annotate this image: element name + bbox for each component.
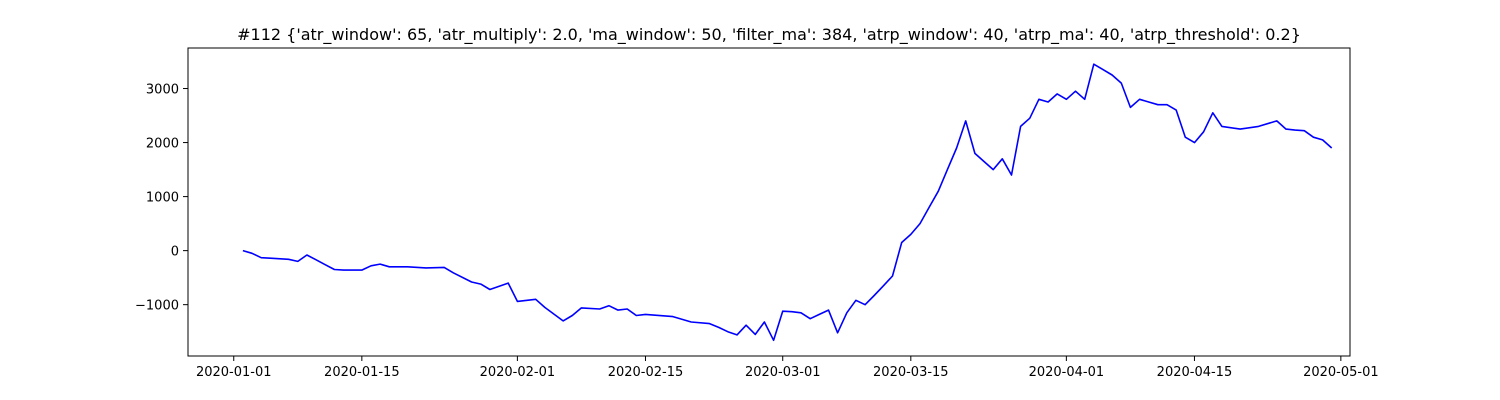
chart-title: #112 {'atr_window': 65, 'atr_multiply': … bbox=[237, 25, 1301, 45]
y-tick-label: 1000 bbox=[146, 191, 179, 206]
x-tick-label: 2020-01-15 bbox=[324, 365, 400, 380]
plot-frame bbox=[187, 47, 1351, 357]
x-tick-label: 2020-03-15 bbox=[873, 365, 949, 380]
y-tick-label: 0 bbox=[171, 245, 179, 260]
x-tick-label: 2020-04-15 bbox=[1157, 365, 1233, 380]
x-tick-label: 2020-05-01 bbox=[1303, 365, 1379, 380]
x-tick-label: 2020-01-01 bbox=[196, 365, 272, 380]
y-tick-label: 3000 bbox=[146, 83, 179, 98]
x-tick-label: 2020-02-15 bbox=[608, 365, 684, 380]
series-line bbox=[242, 63, 1333, 342]
y-tick-label: −1000 bbox=[135, 299, 179, 314]
y-axis: −1000 0 1000 2000 3000 bbox=[135, 83, 188, 314]
y-tick-label: 2000 bbox=[146, 137, 179, 152]
x-tick-label: 2020-03-01 bbox=[745, 365, 821, 380]
x-tick-label: 2020-04-01 bbox=[1029, 365, 1105, 380]
x-axis: 2020-01-01 2020-01-15 2020-02-01 2020-02-15… bbox=[196, 356, 1379, 380]
x-tick-label: 2020-02-01 bbox=[480, 365, 556, 380]
